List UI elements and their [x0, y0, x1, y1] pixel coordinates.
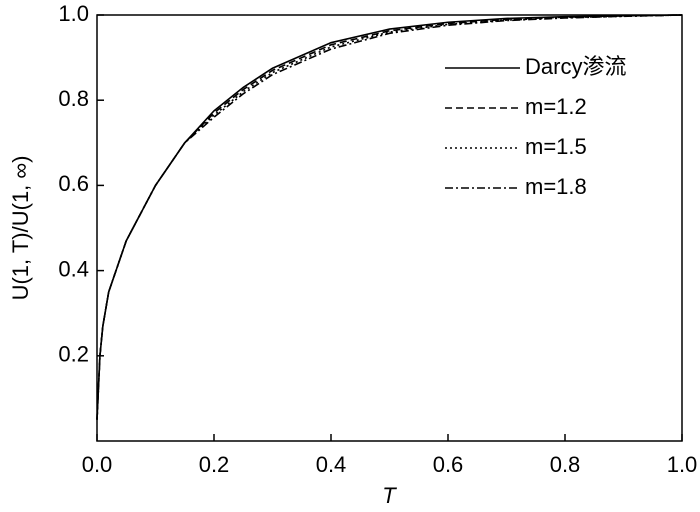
x-tick-label: 0.6 [433, 452, 464, 477]
y-tick-label: 0.6 [58, 171, 89, 196]
x-tick-label: 1.0 [667, 452, 698, 477]
x-tick-label: 0.4 [316, 452, 347, 477]
y-tick-label: 0.4 [58, 256, 89, 281]
plot-frame [96, 14, 683, 442]
x-tick-label: 0.0 [82, 452, 113, 477]
x-tick-label: 0.8 [550, 452, 581, 477]
y-tick-label: 0.2 [58, 342, 89, 367]
x-tick-label: 0.2 [199, 452, 230, 477]
y-tick-label: 0.8 [58, 86, 89, 111]
x-axis-label: T [382, 483, 397, 508]
legend-label: m=1.8 [525, 174, 587, 199]
legend-label: Darcy渗流 [525, 54, 626, 79]
y-tick-label: 1.0 [58, 1, 89, 26]
legend-label: m=1.2 [525, 94, 587, 119]
legend-label: m=1.5 [525, 134, 587, 159]
series-line [96, 14, 683, 420]
y-axis-label: U(1, T)/U(1, ∞) [8, 156, 33, 301]
